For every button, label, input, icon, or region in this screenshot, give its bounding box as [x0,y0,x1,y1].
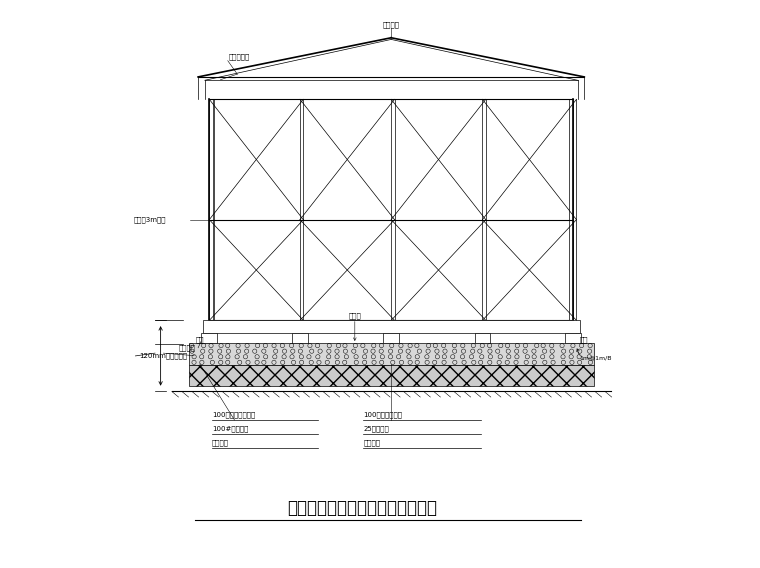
Bar [383,333,399,343]
Text: 灰填料: 灰填料 [348,312,361,319]
Bar [188,365,594,386]
Text: 120mm厚石粉垫层: 120mm厚石粉垫层 [139,352,187,359]
Text: 场地夯实: 场地夯实 [363,440,380,446]
Text: 25厚砂垫层: 25厚砂垫层 [363,425,389,432]
Bar [201,333,217,343]
Text: 地面做法: 地面做法 [179,345,195,351]
Bar [188,343,594,365]
Bar [474,333,490,343]
Text: 100#碎石垫层: 100#碎石垫层 [212,425,249,432]
Text: 100厚上面铺卵石: 100厚上面铺卵石 [363,412,402,418]
Text: 地梁: 地梁 [579,337,587,343]
Text: 彩钢扣件: 彩钢扣件 [383,21,400,28]
Text: 钢管、扣件: 钢管、扣件 [229,53,250,60]
Bar [565,333,581,343]
Bar [292,333,308,343]
Text: 100厚六棱石付料构: 100厚六棱石付料构 [212,412,255,418]
Text: 1m@1m/B: 1m@1m/B [579,356,612,360]
Text: 抗风带3m一道: 抗风带3m一道 [134,216,166,223]
Text: 场地夯实: 场地夯实 [212,440,229,446]
Text: 地面硬化、活动板房基础做法大样: 地面硬化、活动板房基础做法大样 [287,499,438,517]
Text: 地梁: 地梁 [195,337,204,343]
Bar [203,320,580,333]
